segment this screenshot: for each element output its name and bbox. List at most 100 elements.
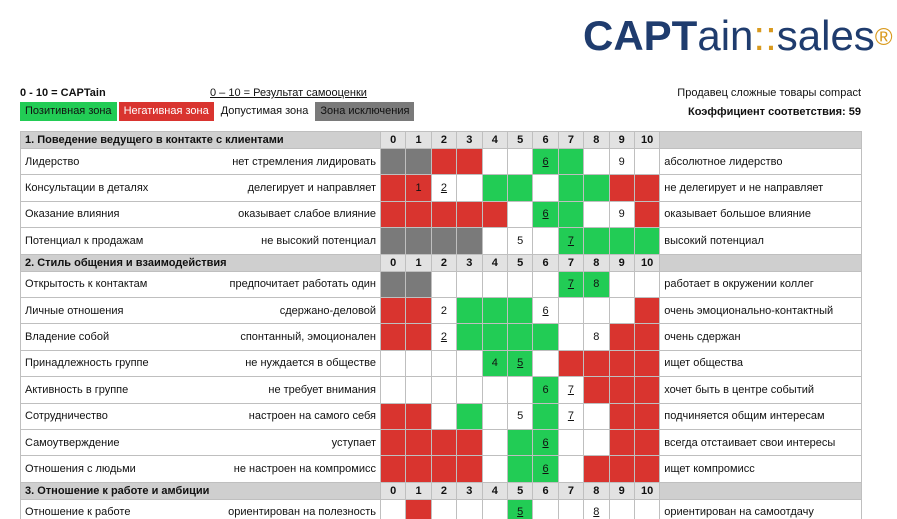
scale-cell <box>430 349 458 378</box>
legend-exclusion: Зона исключения <box>315 102 415 121</box>
scale-cell: 6 <box>532 376 559 404</box>
scale-cell <box>532 349 559 378</box>
scale-cell: 8 <box>583 323 610 351</box>
scale-cell <box>405 200 432 229</box>
scale-cell <box>557 147 585 176</box>
scale-cell <box>633 200 661 229</box>
scale-cell: 8 <box>583 498 610 519</box>
scale-number: 2 <box>430 253 458 272</box>
scale-cell <box>379 376 407 404</box>
scale-cell <box>379 270 407 298</box>
self-assessment-mark: 2 <box>440 182 448 195</box>
legend-positive: Позитивная зона <box>20 102 117 121</box>
legend-negative: Негативная зона <box>118 102 214 121</box>
scale-cell <box>481 323 508 351</box>
coefficient: Коэффициент соответствия: 59 <box>687 106 861 118</box>
scale-cell <box>506 174 534 202</box>
self-assessment-mark: 7 <box>567 383 574 396</box>
scale-number: 9 <box>608 481 635 500</box>
trait-label: Самоутверждение <box>20 428 207 457</box>
scale-cell <box>430 147 458 176</box>
scale-number: 5 <box>506 131 534 149</box>
scale-number: 3 <box>456 253 483 272</box>
scale-cell <box>456 270 483 298</box>
scale-number: 6 <box>532 253 559 272</box>
trait-row: Активность в группе не требует внимания 6 7… <box>20 376 863 404</box>
scale-cell <box>481 376 508 404</box>
scale-cell <box>456 174 483 202</box>
scale-cell <box>430 455 458 483</box>
trait-low-pole: не требует внимания <box>206 376 381 404</box>
scale-cell: 2 <box>430 323 458 351</box>
self-assessment-mark: 6 <box>542 155 549 168</box>
scale-cell <box>379 227 407 255</box>
scale-cell <box>633 227 661 255</box>
scale-cell <box>608 428 635 457</box>
trait-low-pole: не нуждается в обществе <box>206 349 381 378</box>
scale-cell: 8 <box>583 270 610 298</box>
trait-high-pole: абсолютное лидерство <box>659 147 863 176</box>
scale-cell <box>405 227 432 255</box>
scale-cell <box>456 349 483 378</box>
scale-cell <box>379 402 407 430</box>
scale-cell: 6 <box>532 428 559 457</box>
scale-number: 8 <box>583 253 610 272</box>
scale-number: 4 <box>481 131 508 149</box>
trait-label: Консультации в деталях <box>20 174 207 202</box>
trait-row: Владение собой спонтанный, эмоционален 2 8 о… <box>20 323 863 351</box>
self-assessment-mark: 6 <box>542 304 549 317</box>
section-header: 3. Отношение к работе и амбиции 0 1 2 3 4 5 6 7 8… <box>20 481 863 500</box>
trait-label: Владение собой <box>20 323 207 351</box>
scale-number: 9 <box>608 253 635 272</box>
scale-cell <box>608 323 635 351</box>
scale-cell <box>608 376 635 404</box>
scale-cell <box>506 428 534 457</box>
trait-high-pole: ищет компромисс <box>659 455 863 483</box>
self-assessment-mark: 8 <box>593 506 600 519</box>
scale-number: 10 <box>633 131 661 149</box>
trait-label: Активность в группе <box>20 376 207 404</box>
scale-cell <box>379 349 407 378</box>
profile-name: Продавец сложные товары compact <box>677 87 861 99</box>
section-header: 2. Стиль общения и взаимодействия 0 1 2 3 4 5 6… <box>20 253 863 272</box>
scale-cell <box>608 349 635 378</box>
trait-high-pole: высокий потенциал <box>659 227 863 255</box>
scale-number: 0 <box>379 481 407 500</box>
scale-cell <box>506 455 534 483</box>
self-assessment-mark: 6 <box>542 462 549 475</box>
profile-table: 1. Поведение ведущего в контакте с клиен… <box>20 131 863 519</box>
scale-cell <box>506 200 534 229</box>
self-assessment-note: 0 – 10 = Результат самооценки <box>210 87 367 99</box>
scale-number: 7 <box>557 253 585 272</box>
captain-mark: 8 <box>593 331 600 344</box>
trait-high-pole: всегда отстаивает свои интересы <box>659 428 863 457</box>
trait-high-pole: ориентирован на самоотдачу <box>659 498 863 519</box>
scale-cell <box>456 296 483 325</box>
scale-cell: 2 <box>430 174 458 202</box>
scale-cell: 6 <box>532 200 559 229</box>
scale-cell <box>583 376 610 404</box>
scale-cell <box>506 323 534 351</box>
scale-cell <box>379 323 407 351</box>
scale-cell <box>456 147 483 176</box>
self-assessment-mark: 6 <box>542 208 549 221</box>
scale-cell <box>430 498 458 519</box>
scale-number: 6 <box>532 131 559 149</box>
scale-cell <box>481 428 508 457</box>
scale-cell <box>532 227 559 255</box>
scale-cell <box>583 428 610 457</box>
self-assessment-mark: 7 <box>567 410 574 423</box>
trait-high-pole: ищет общества <box>659 349 863 378</box>
scale-cell: 6 <box>532 147 559 176</box>
scale-cell <box>379 296 407 325</box>
scale-cell <box>583 174 610 202</box>
scale-cell <box>608 455 635 483</box>
scale-cell <box>405 428 432 457</box>
scale-cell <box>633 376 661 404</box>
scale-cell: 5 <box>506 402 534 430</box>
trait-high-pole: работает в окружении коллег <box>659 270 863 298</box>
scale-cell <box>633 147 661 176</box>
scale-cell <box>633 428 661 457</box>
scale-cell <box>583 147 610 176</box>
scale-cell <box>456 498 483 519</box>
